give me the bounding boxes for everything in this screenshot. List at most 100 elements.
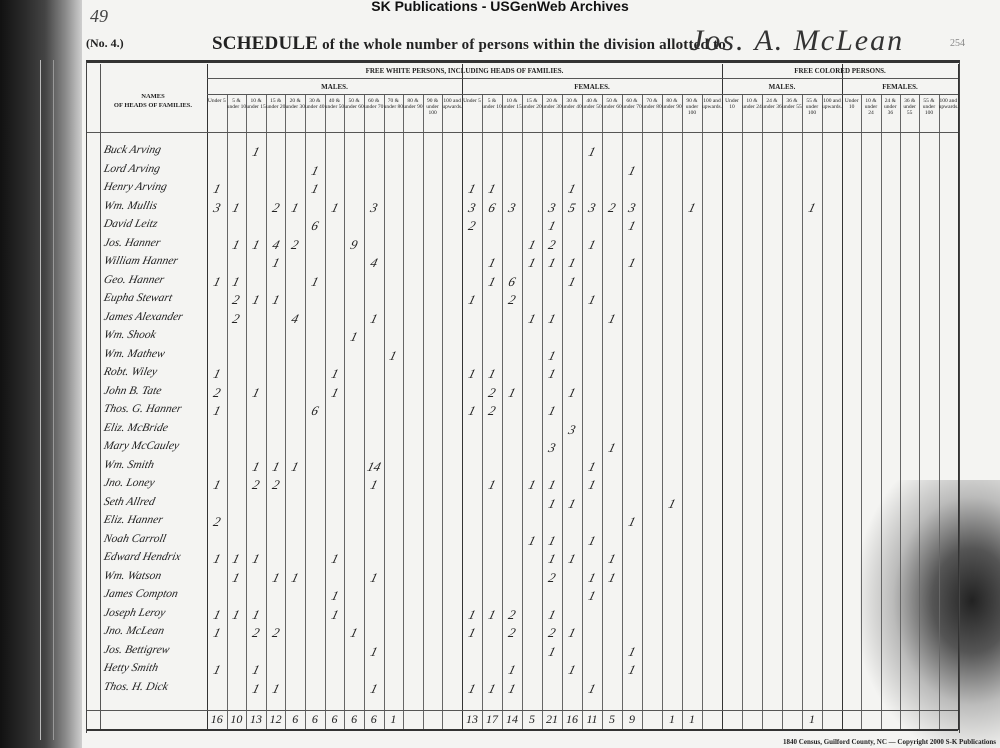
- tally-mark: 1: [270, 255, 282, 270]
- age-column-header: 90 & under 100: [685, 98, 699, 116]
- column-total: 14: [506, 712, 518, 726]
- column-line: [842, 64, 843, 730]
- column-total: 5: [609, 712, 615, 726]
- age-column-header: 60 & under 70: [364, 98, 384, 110]
- scan-left-edge: [0, 0, 82, 748]
- column-total: 9: [629, 712, 635, 726]
- column-line: [403, 94, 405, 730]
- column-line: [285, 94, 287, 730]
- age-column-header: 24 & under 36: [884, 98, 897, 116]
- colored-males-header: MALES.: [768, 83, 796, 91]
- column-line: [642, 94, 643, 730]
- column-total: 6: [370, 712, 377, 726]
- age-column-header: 5 & under 10: [482, 98, 502, 110]
- tally-mark: 1: [368, 643, 380, 659]
- divider: [100, 64, 101, 730]
- head-of-family-name: Robt. Wiley: [102, 366, 159, 378]
- column-line: [900, 94, 901, 730]
- column-line: [324, 94, 326, 730]
- age-column-header: 80 & under 90: [662, 98, 682, 110]
- column-line: [702, 94, 703, 730]
- head-of-family-name: Jno. Loney: [102, 477, 156, 489]
- schedule-title-rest: of the whole number of persons within th…: [318, 37, 726, 53]
- column-line: [782, 94, 783, 730]
- tally-mark: 1: [329, 366, 340, 381]
- column-line: [602, 94, 603, 730]
- tally-mark: 1: [329, 199, 340, 215]
- age-column-header: 5 & under 10: [226, 98, 247, 110]
- head-of-family-name: Henry Arving: [102, 181, 168, 193]
- column-line: [542, 94, 543, 730]
- column-line: [622, 94, 623, 730]
- column-line: [522, 94, 523, 730]
- age-column-header: 10 & under 15: [502, 98, 522, 110]
- age-column-header: 15 & under 20: [265, 98, 286, 110]
- totals-line: [87, 710, 958, 711]
- column-line: [344, 94, 346, 730]
- names-header-names_sub: OF HEADS OF FAMILIES.: [113, 102, 193, 109]
- names-header: NAMES OF HEADS OF FAMILIES.: [108, 92, 198, 110]
- column-line: [802, 94, 803, 730]
- age-column-header: 24 & under 36: [762, 98, 782, 110]
- tally-mark: 1: [368, 680, 380, 696]
- head-of-family-name: Wm. Mathew: [102, 347, 166, 360]
- age-column-header: 70 & under 80: [642, 98, 662, 110]
- header-line: [87, 132, 958, 133]
- head-of-family-name: Lord Arving: [102, 162, 162, 175]
- column-total: 10: [230, 712, 243, 726]
- head-of-family-name: William Hanner: [102, 255, 180, 267]
- tally-mark: 1: [368, 569, 380, 585]
- age-column-header: 10 & under 24: [742, 98, 762, 110]
- head-of-family-name: Jos. Hanner: [102, 236, 162, 249]
- column-line: [762, 94, 763, 730]
- column-line: [722, 64, 723, 730]
- head-of-family-name: Hetty Smith: [102, 662, 160, 674]
- schedule-title-lead: SCHEDULE: [212, 33, 319, 54]
- schedule-title: SCHEDULE of the whole number of persons …: [212, 33, 726, 55]
- tally-mark: 2: [270, 625, 282, 640]
- column-line: [383, 94, 385, 730]
- column-line: [226, 94, 228, 730]
- enumerator-signature: Jos. A. McLean: [690, 24, 905, 57]
- age-column-header: 100 and upwards.: [702, 98, 723, 110]
- age-column-header: 40 & under 50: [324, 98, 345, 110]
- age-column-header: 15 & under 20: [522, 98, 542, 110]
- column-line: [246, 94, 248, 730]
- site-title: SK Publications - USGenWeb Archives: [371, 0, 629, 14]
- age-column-header: 30 & under 40: [562, 98, 582, 110]
- column-line: [742, 94, 743, 730]
- column-total: 6: [331, 712, 338, 726]
- column-total: 21: [546, 712, 558, 726]
- column-line: [502, 94, 503, 730]
- schedule-number: (No. 4.): [86, 36, 124, 50]
- head-of-family-name: Eliz. Hanner: [102, 514, 165, 526]
- tally-mark: 1: [329, 551, 340, 566]
- white-females-header: FEMALES.: [574, 83, 610, 91]
- age-column-header: Under 5: [207, 98, 226, 104]
- age-column-header: Under 10: [844, 98, 859, 110]
- names-header-names: NAMES: [141, 93, 165, 100]
- age-column-header: 90 & under 100: [426, 98, 439, 116]
- column-line: [462, 64, 463, 730]
- tally-mark: 1: [329, 384, 340, 400]
- table-frame: [86, 60, 960, 733]
- bottom-line: [87, 729, 958, 731]
- head-of-family-name: Thos. H. Dick: [102, 680, 170, 693]
- column-line: [265, 94, 267, 730]
- column-total: 5: [529, 712, 535, 726]
- header-line: [207, 78, 958, 79]
- column-line: [582, 94, 583, 730]
- age-column-header: 50 & under 60: [602, 98, 622, 110]
- head-of-family-name: Buck Arving: [102, 144, 163, 156]
- white-males-header: MALES.: [321, 83, 348, 91]
- head-of-family-name: Seth Allred: [102, 495, 157, 508]
- age-column-header: 100 and upwards.: [938, 98, 959, 110]
- column-line: [919, 94, 921, 730]
- column-total: 16: [210, 712, 223, 726]
- column-line: [207, 64, 208, 730]
- age-column-header: Under 5: [463, 98, 481, 104]
- column-total: 1: [390, 712, 397, 726]
- age-column-header: 100 and upwards.: [822, 98, 843, 110]
- column-line: [363, 94, 365, 730]
- age-column-header: 30 & under 40: [305, 98, 325, 110]
